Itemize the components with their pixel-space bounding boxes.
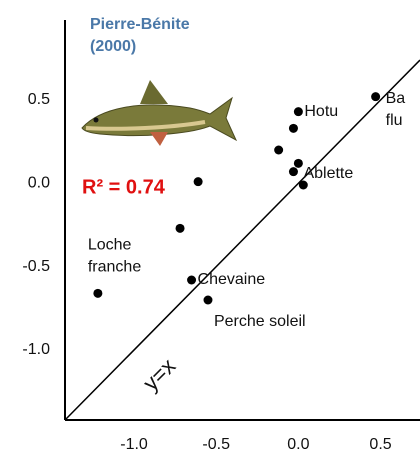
- point: [203, 295, 213, 305]
- point-label: Ablette: [303, 165, 353, 182]
- point-label: flu: [386, 112, 403, 129]
- reference-line: [64, 59, 420, 421]
- point: [288, 123, 298, 133]
- point: [293, 158, 303, 168]
- y-tick-label: -1.0: [22, 341, 50, 358]
- chart-title: Pierre-Bénite: [90, 16, 190, 33]
- point-label: Ba: [386, 90, 406, 107]
- y-tick-label: 0.0: [28, 175, 50, 192]
- y-tick-label: -0.5: [22, 258, 50, 275]
- point: [288, 167, 298, 177]
- point-label: franche: [88, 259, 141, 276]
- point: [371, 92, 381, 102]
- point: [298, 180, 308, 190]
- point: [193, 177, 203, 187]
- reference-label: y=x: [138, 353, 180, 395]
- point-label: Hotu: [304, 103, 338, 120]
- chart-title: (2000): [90, 38, 136, 55]
- point-label: Chevaine: [198, 271, 266, 288]
- y-tick-label: 0.5: [28, 91, 50, 108]
- point-label: Perche soleil: [214, 313, 306, 330]
- r-squared: R² = 0.74: [82, 176, 166, 198]
- fish-illustration: [81, 80, 238, 146]
- x-tick-label: -0.5: [202, 436, 230, 453]
- point: [274, 145, 284, 155]
- x-tick-label: 0.5: [369, 436, 391, 453]
- point: [93, 288, 103, 298]
- point: [293, 107, 303, 117]
- point: [175, 223, 185, 233]
- x-tick-label: -1.0: [120, 436, 148, 453]
- x-tick-label: 0.0: [287, 436, 309, 453]
- point-label: Loche: [88, 237, 132, 254]
- point: [187, 275, 197, 285]
